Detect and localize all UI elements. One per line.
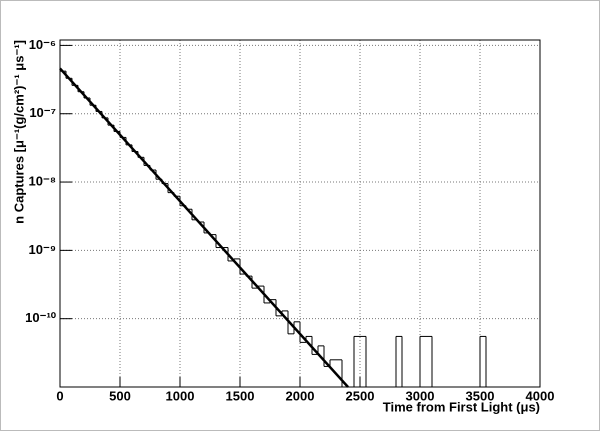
x-tick-label: 4000 [526, 388, 555, 403]
y-tick-label: 10⁻⁹ [29, 242, 57, 257]
y-tick-label: 10⁻⁸ [29, 173, 56, 188]
y-tick-label: 10⁻⁷ [29, 105, 56, 120]
y-axis-title: n Captures [μ⁻¹(g/cm²)⁻¹ μs⁻¹] [11, 40, 26, 224]
x-tick-label: 3500 [466, 388, 495, 403]
fit-curve [59, 67, 349, 388]
x-axis-title: Time from First Light (μs) [383, 399, 540, 414]
x-tick-label: 3000 [406, 388, 435, 403]
y-tick-label: 10⁻¹⁰ [25, 310, 57, 325]
x-tick-label: 2000 [286, 388, 315, 403]
y-tick-label: 10⁻⁶ [29, 37, 56, 52]
x-tick-label: 1500 [226, 388, 255, 403]
x-tick-label: 500 [109, 388, 131, 403]
x-tick-label: 0 [56, 388, 63, 403]
x-tick-label: 2500 [346, 388, 375, 403]
x-tick-label: 1000 [166, 388, 195, 403]
